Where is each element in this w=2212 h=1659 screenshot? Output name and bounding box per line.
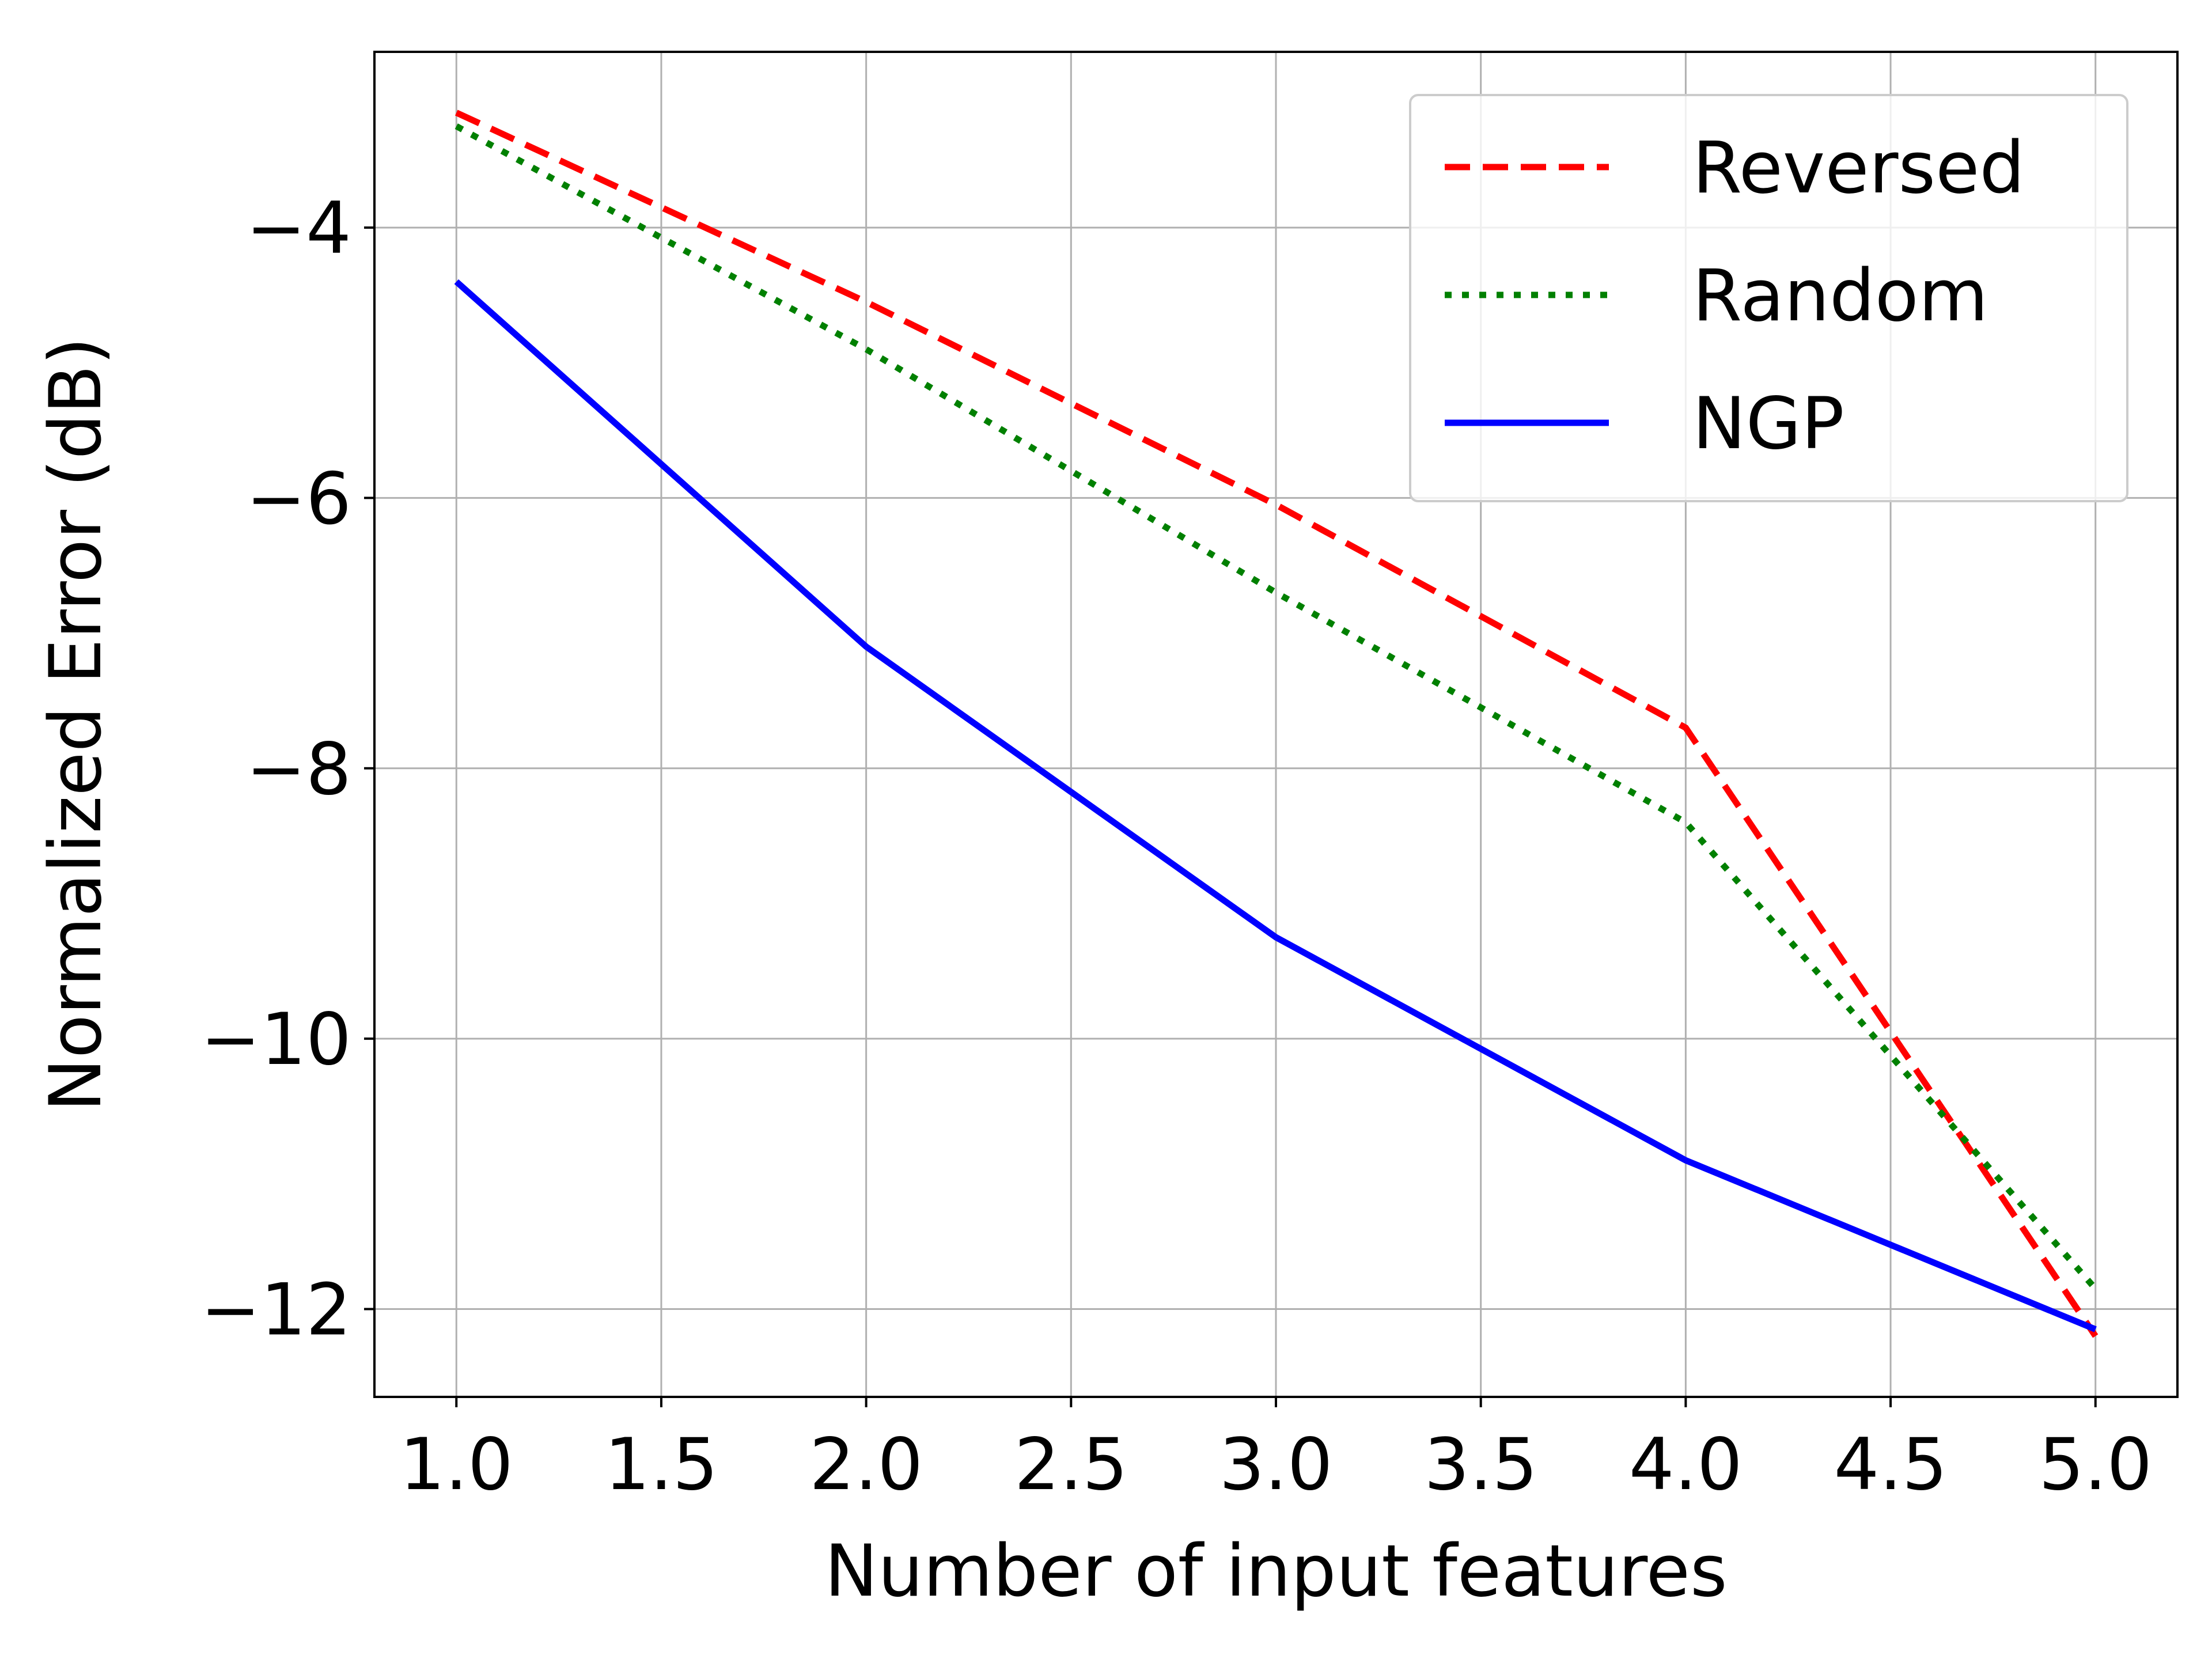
legend-label-random: Random [1692,255,1988,338]
x-tick-label: 1.5 [604,1423,718,1506]
y-tick-label: −6 [246,457,351,540]
series-lines [454,109,2099,1338]
x-axis-label: Number of input features [824,1530,1727,1613]
legend-label-ngp: NGP [1692,382,1844,465]
x-tick-label: 2.0 [809,1423,923,1506]
y-tick-label: −4 [246,187,351,270]
series-line-reversed [454,109,2099,1338]
x-axis-ticks: 1.0 1.5 2.0 2.5 3.0 3.5 4.0 4.5 5.0 [400,1397,2152,1506]
legend-label-reversed: Reversed [1692,127,2025,210]
x-tick-label: 1.0 [400,1423,513,1506]
y-tick-label: −10 [200,998,351,1081]
x-tick-label: 4.5 [1834,1423,1947,1506]
y-axis-label: Normalized Error (dB) [35,337,118,1112]
series-line-ngp [454,279,2097,1332]
y-tick-label: −8 [246,728,351,811]
x-tick-label: 3.5 [1424,1423,1537,1506]
legend: Reversed Random NGP [1409,94,2128,502]
x-tick-label: 2.5 [1014,1423,1128,1506]
y-tick-label: −12 [200,1268,351,1351]
y-axis-ticks: −4 −6 −8 −10 −12 [200,187,374,1351]
x-tick-label: 5.0 [2039,1423,2152,1506]
x-tick-label: 3.0 [1219,1423,1332,1506]
legend-box [1409,94,2128,502]
x-tick-label: 4.0 [1629,1423,1743,1506]
